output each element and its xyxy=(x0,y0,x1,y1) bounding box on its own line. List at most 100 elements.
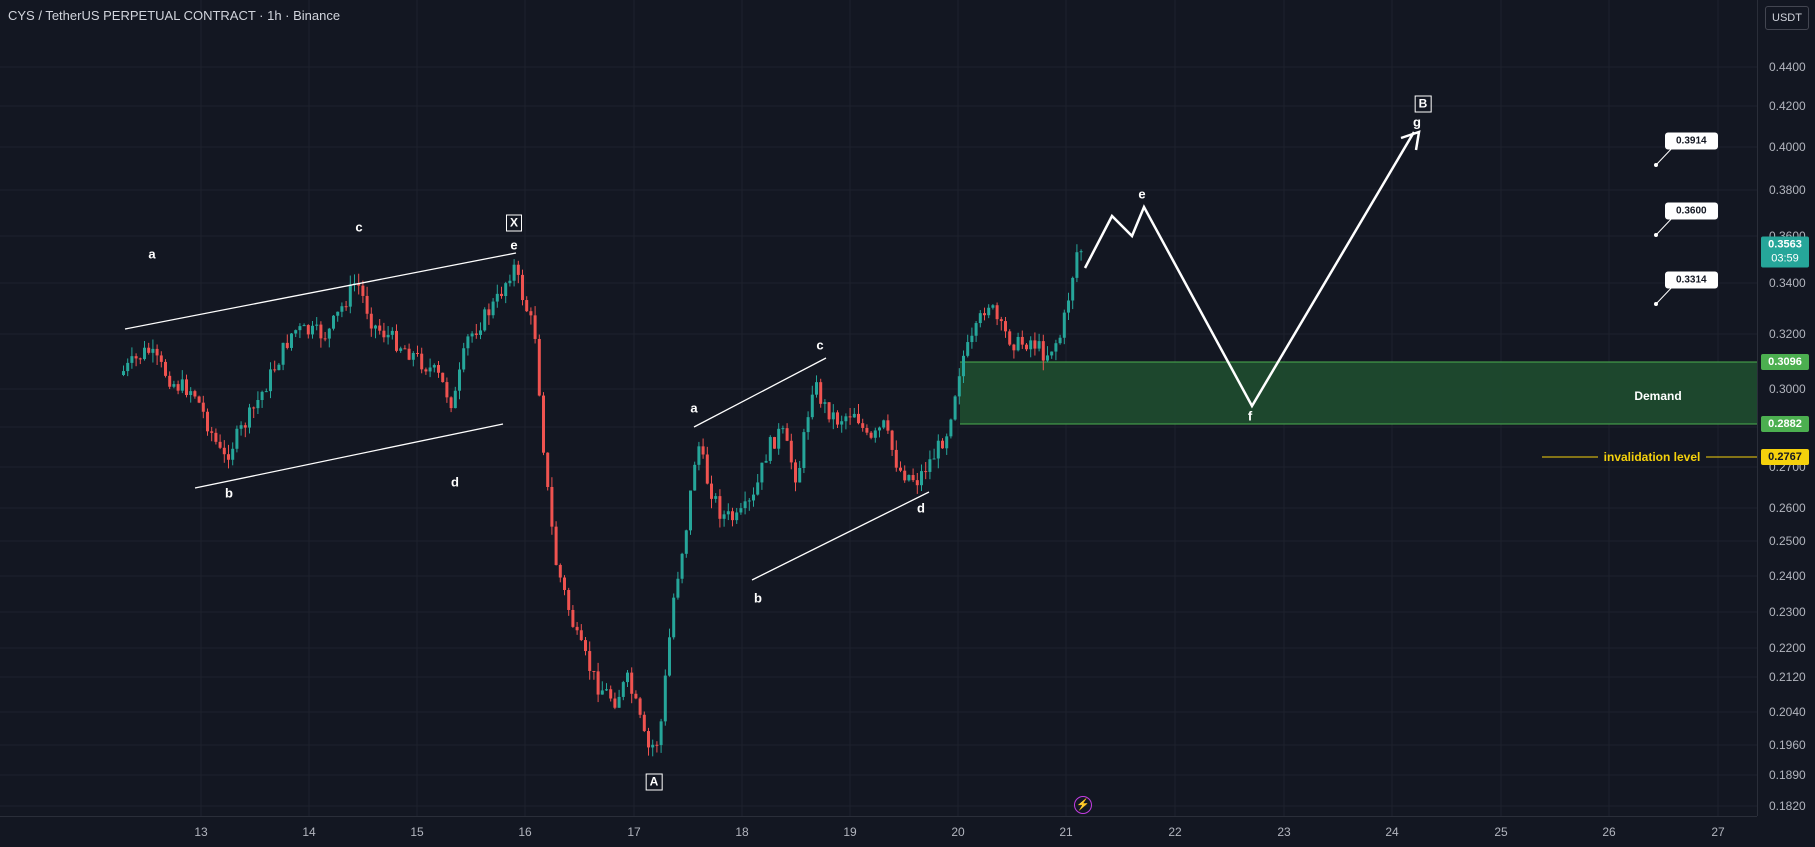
candle-body xyxy=(789,440,793,463)
candle-body xyxy=(1004,321,1007,332)
candle-body xyxy=(701,446,705,455)
candle-body xyxy=(445,382,449,398)
target-dot-1 xyxy=(1654,163,1658,167)
candle-body xyxy=(978,313,982,324)
candle-body xyxy=(1075,252,1079,278)
candle-body xyxy=(785,428,789,441)
candle-body xyxy=(298,326,302,331)
time-axis[interactable]: 13 14 15 16 17 18 19 20 21 22 23 24 25 26 27 xyxy=(0,816,1757,847)
candle-body xyxy=(735,512,739,521)
candle-body xyxy=(756,482,760,495)
candle-body xyxy=(617,696,621,708)
candle-body xyxy=(836,412,839,425)
price-tick-label: 0.2400 xyxy=(1769,569,1806,583)
time-tick-label: 13 xyxy=(194,825,208,839)
invalidation-price-tag: 0.2767 xyxy=(1761,449,1809,465)
target-label-3[interactable]: 0.3314 xyxy=(1665,271,1718,289)
target-label-1[interactable]: 0.3914 xyxy=(1665,132,1718,150)
candle-body xyxy=(474,333,478,335)
candle-body xyxy=(663,675,667,722)
price-axis[interactable]: 0.44000.42000.40000.38000.36000.34000.32… xyxy=(1757,0,1815,816)
price-tick-label: 0.3800 xyxy=(1769,183,1806,197)
candle-body xyxy=(693,464,697,491)
candle-body xyxy=(416,353,419,355)
candle-body xyxy=(987,307,991,316)
candle-body xyxy=(214,432,218,442)
candle-body xyxy=(928,459,932,472)
candle-body xyxy=(390,330,394,335)
candle-body xyxy=(684,530,688,554)
candle-body xyxy=(894,449,898,468)
target-label-2[interactable]: 0.3600 xyxy=(1665,202,1718,220)
candle-body xyxy=(344,306,348,308)
candle-body xyxy=(873,430,877,438)
candle-body xyxy=(655,744,659,746)
candle-body xyxy=(138,358,142,360)
candle-body xyxy=(269,369,272,392)
candle-body xyxy=(962,355,965,377)
candle-body xyxy=(529,311,533,316)
candle-body xyxy=(218,441,222,448)
candle-body xyxy=(437,365,440,373)
candle-body xyxy=(1062,312,1066,338)
candle-body xyxy=(168,375,172,387)
candle-body xyxy=(558,564,562,578)
time-tick-label: 24 xyxy=(1385,825,1399,839)
candle-body xyxy=(798,467,802,483)
price-tick-label: 0.1820 xyxy=(1769,799,1806,813)
candle-body xyxy=(605,689,608,691)
candle-body xyxy=(172,384,176,387)
candle-body xyxy=(130,356,134,363)
candle-body xyxy=(1025,344,1028,350)
candle-body xyxy=(768,437,772,461)
candle-body xyxy=(810,394,814,418)
symbol-title[interactable]: CYS / TetherUS PERPETUAL CONTRACT · 1h ·… xyxy=(8,8,341,23)
candle-body xyxy=(147,347,151,353)
candle-body xyxy=(382,330,386,338)
candle-body xyxy=(840,421,844,425)
candle-body xyxy=(806,417,810,433)
candle-body xyxy=(122,371,125,375)
candle-body xyxy=(857,413,860,424)
candle-body xyxy=(285,342,289,348)
candle-body xyxy=(823,402,827,404)
candle-body xyxy=(378,325,382,331)
candlesticks xyxy=(122,244,1083,757)
candle-body xyxy=(1008,331,1012,345)
candle-body xyxy=(899,467,902,471)
channel-lines xyxy=(124,252,930,581)
candle-body xyxy=(554,526,558,565)
wave-label-b-major: B xyxy=(1414,95,1432,113)
candle-body xyxy=(1041,341,1045,361)
candle-body xyxy=(432,365,436,368)
channel-upper-2 xyxy=(693,357,827,428)
candle-body xyxy=(1067,300,1070,313)
candle-body xyxy=(596,671,600,695)
wave-label-f3: f xyxy=(1247,408,1253,424)
candle-body xyxy=(487,309,491,316)
candle-body xyxy=(508,280,512,284)
candle-body xyxy=(953,396,957,420)
candle-body xyxy=(470,333,474,337)
candle-body xyxy=(1058,337,1062,344)
candle-body xyxy=(256,400,260,409)
candle-body xyxy=(449,397,453,409)
candle-body xyxy=(621,682,625,697)
chart-canvas[interactable] xyxy=(0,0,1757,816)
chart-area[interactable]: CYS / TetherUS PERPETUAL CONTRACT · 1h ·… xyxy=(0,0,1757,816)
candle-body xyxy=(134,356,138,359)
target-dot-3 xyxy=(1654,302,1658,306)
candle-body xyxy=(189,391,193,396)
candle-body xyxy=(180,379,184,391)
wave-label-a1: a xyxy=(148,246,156,262)
lightning-icon[interactable]: ⚡ xyxy=(1074,796,1092,814)
currency-button[interactable]: USDT xyxy=(1765,6,1809,30)
time-tick-label: 20 xyxy=(951,825,965,839)
candle-body xyxy=(1012,344,1016,351)
candle-body xyxy=(1020,336,1024,345)
candle-body xyxy=(504,283,508,297)
candle-body xyxy=(479,330,482,335)
candle-body xyxy=(369,313,373,329)
current-price-tag: 0.3563 03:59 xyxy=(1761,236,1809,268)
candle-body xyxy=(567,590,571,610)
